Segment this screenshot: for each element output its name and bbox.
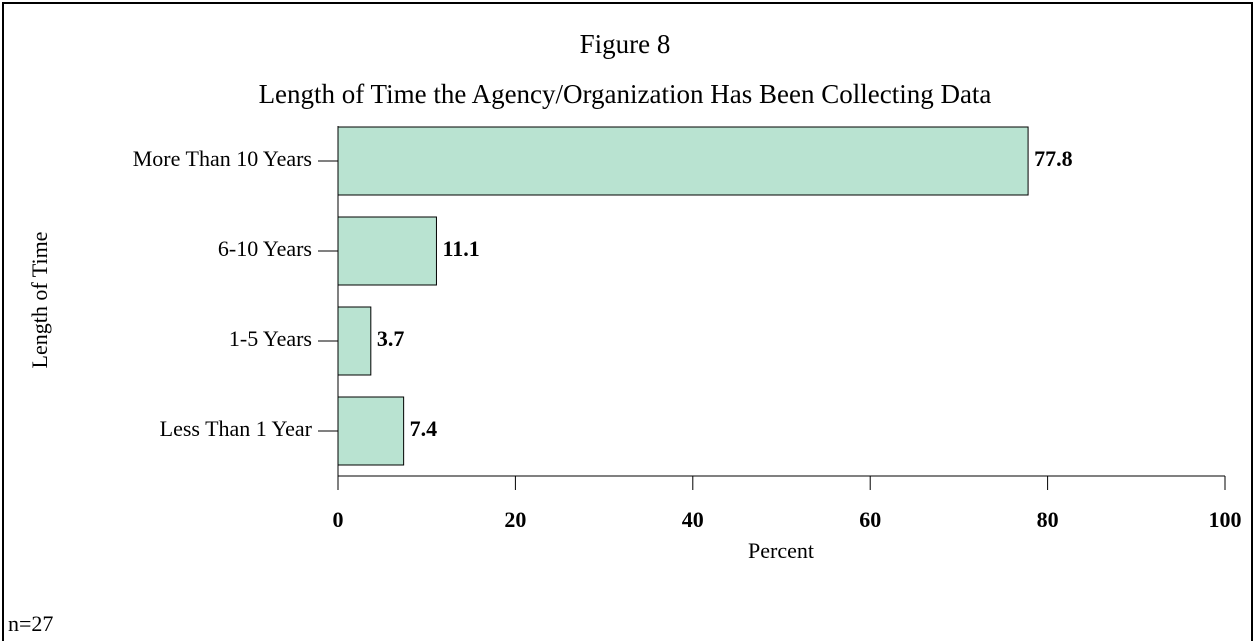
x-tick-label: 0 [333, 507, 344, 532]
value-label: 3.7 [377, 326, 405, 351]
y-tick-label: 6-10 Years [218, 236, 312, 261]
y-tick-label: Less Than 1 Year [160, 416, 313, 441]
x-tick-label: 80 [1037, 507, 1059, 532]
bar [337, 126, 1029, 196]
note: n=27 [8, 611, 53, 636]
value-label: 11.1 [442, 236, 479, 261]
y-tick-label: More Than 10 Years [133, 146, 312, 171]
value-label: 77.8 [1034, 146, 1073, 171]
bar [337, 216, 437, 286]
y-axis-label: Length of Time [27, 232, 52, 369]
x-tick-label: 40 [682, 507, 704, 532]
x-tick-label: 20 [504, 507, 526, 532]
chart-title: Figure 8 [580, 29, 671, 59]
bar [337, 396, 405, 466]
value-label: 7.4 [410, 416, 438, 441]
x-axis-label: Percent [748, 538, 814, 563]
y-tick-label: 1-5 Years [229, 326, 312, 351]
bar [337, 306, 372, 376]
x-tick-label: 60 [859, 507, 881, 532]
chart-subtitle: Length of Time the Agency/Organization H… [259, 79, 992, 109]
x-tick-label: 100 [1209, 507, 1242, 532]
